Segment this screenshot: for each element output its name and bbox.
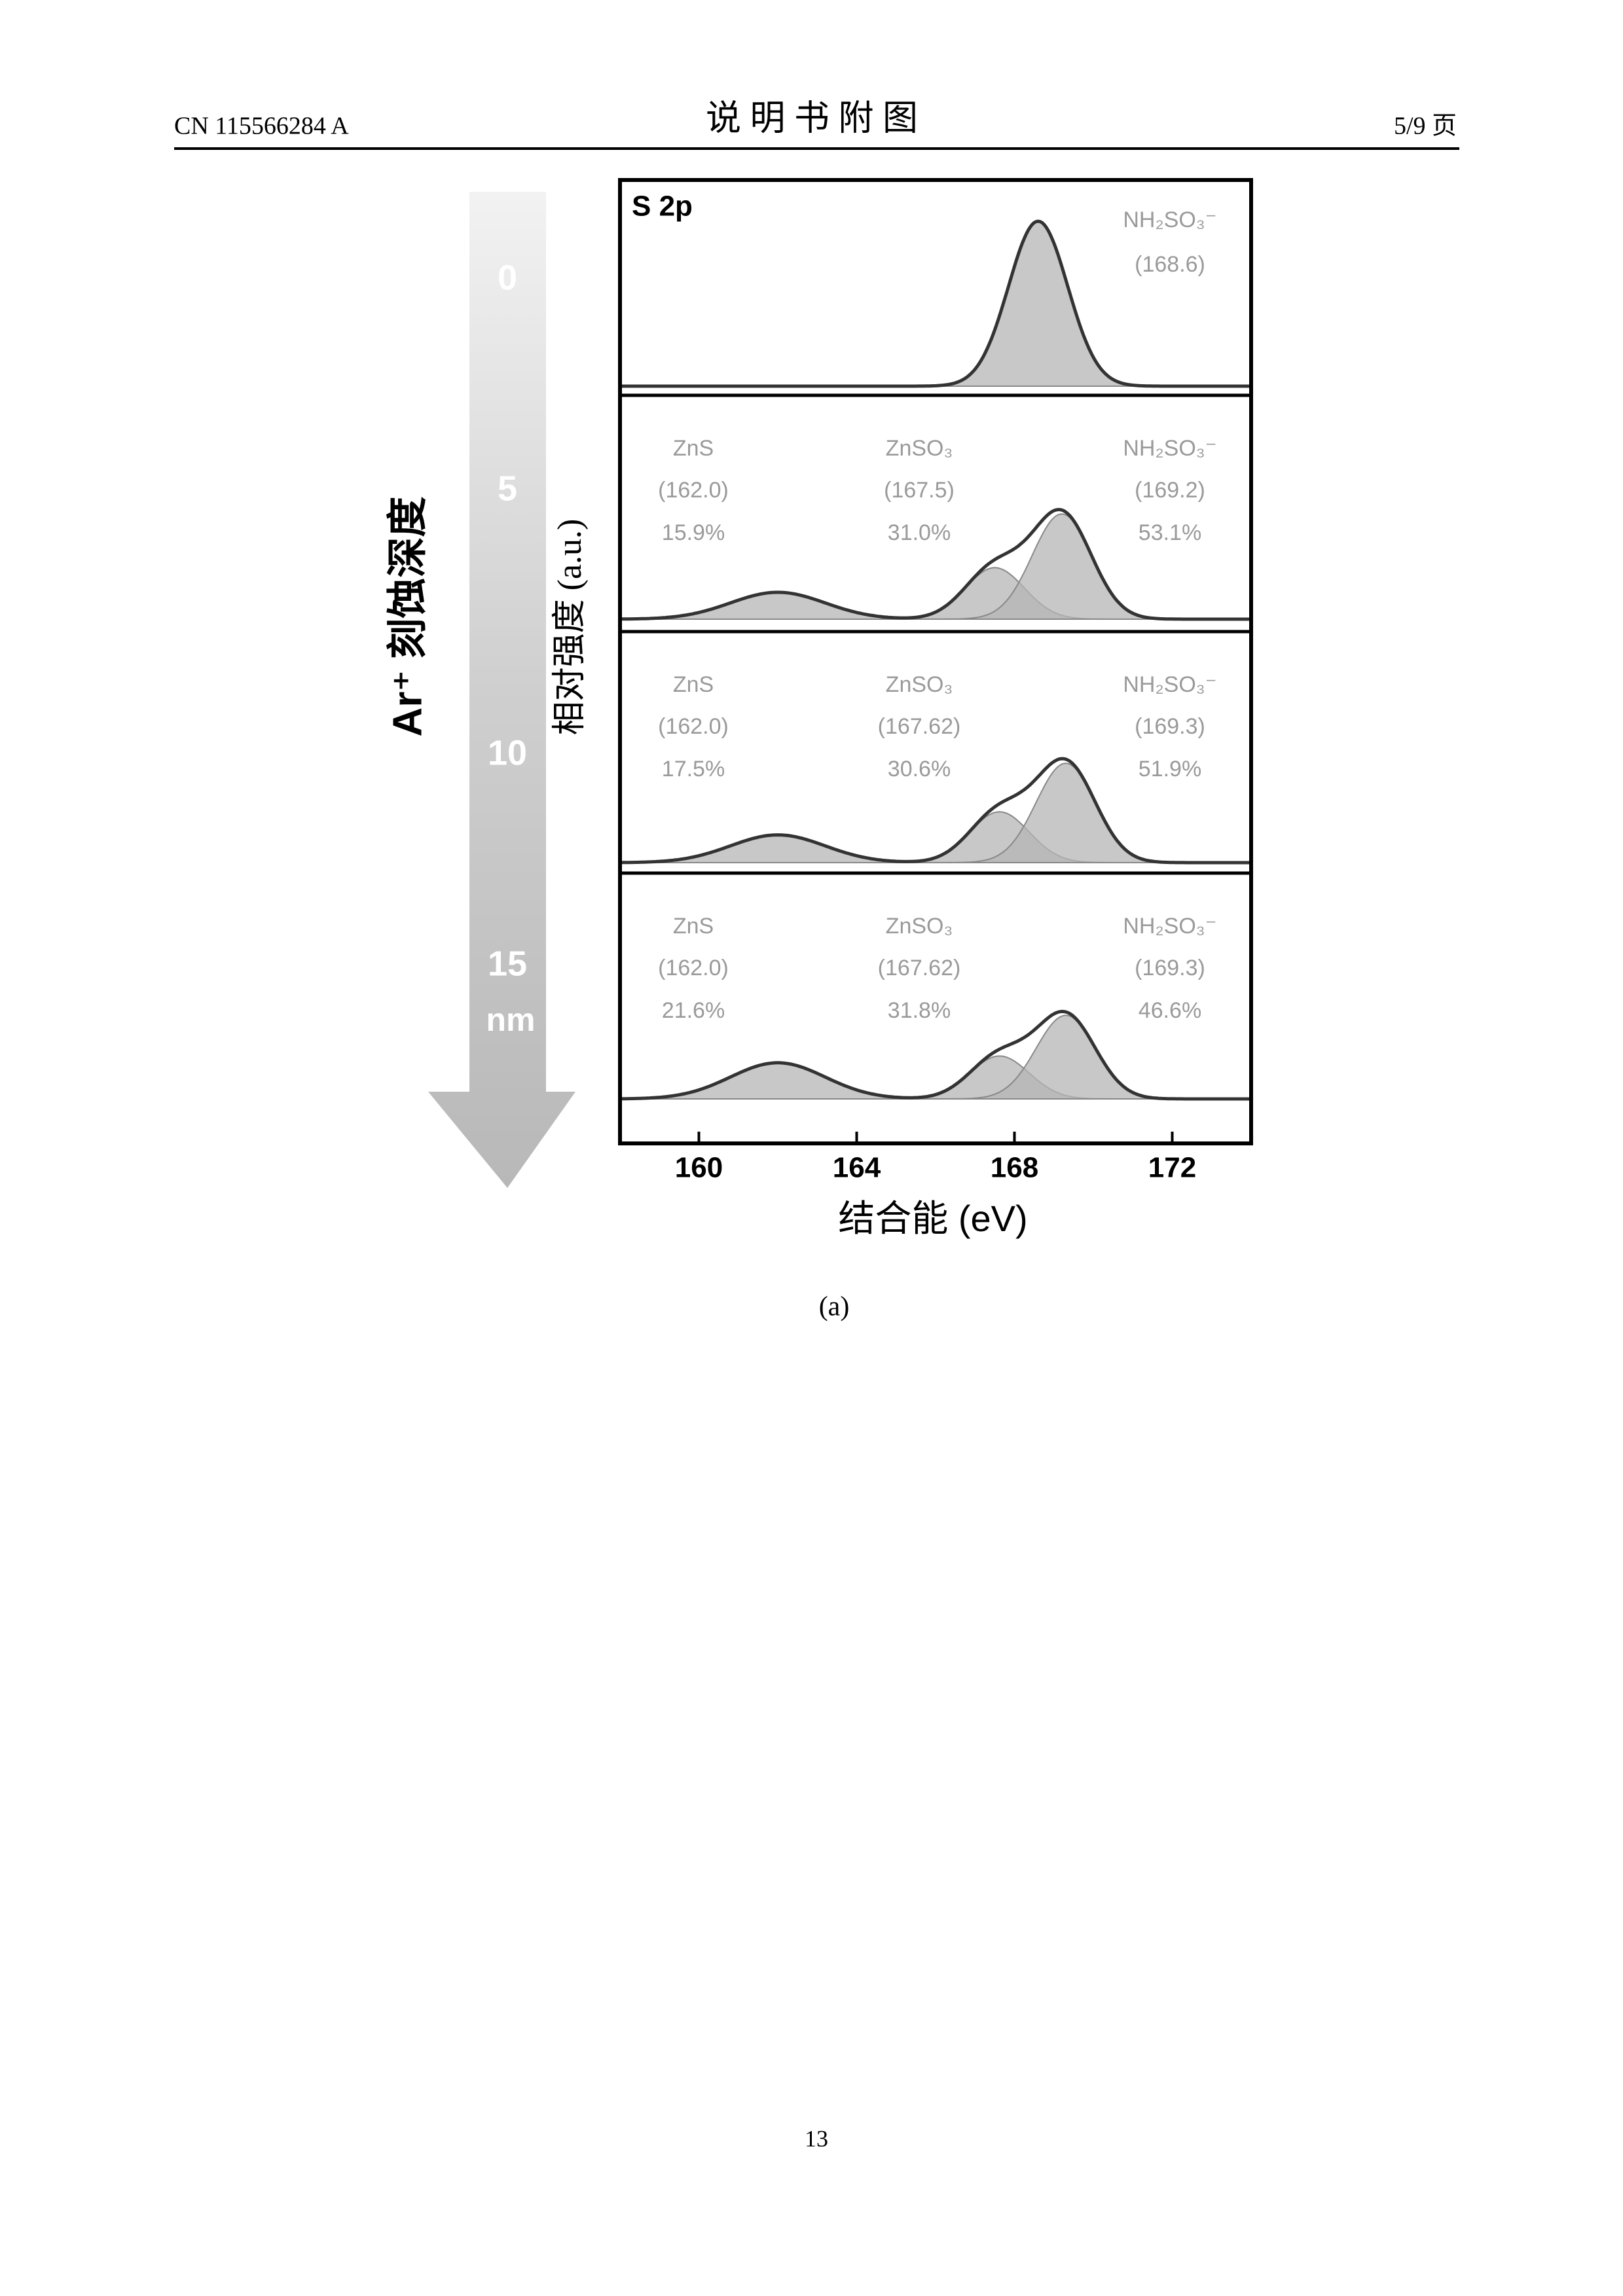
depth-label: Ar⁺ 刻蚀深度 bbox=[385, 497, 430, 737]
peak-name: ZnSO₃ bbox=[886, 672, 953, 697]
peak-percent: 31.8% bbox=[888, 998, 951, 1023]
page-number: 13 bbox=[805, 2125, 828, 2151]
peak-name: NH₂SO₃⁻ bbox=[1123, 436, 1216, 461]
peak-component bbox=[620, 220, 1251, 387]
peak-name: ZnS bbox=[673, 914, 714, 939]
peak-center: (169.2) bbox=[1135, 478, 1205, 503]
panel-label: S 2p bbox=[632, 190, 693, 223]
depth-tick-label: 15 bbox=[488, 944, 527, 983]
peak-center: (167.5) bbox=[884, 478, 955, 503]
peak-center: (167.62) bbox=[878, 956, 961, 980]
peak-center: (168.6) bbox=[1135, 252, 1205, 277]
header-title: 说 明 书 附 图 bbox=[706, 98, 918, 137]
peak-center: (167.62) bbox=[878, 714, 961, 739]
peak-percent: 15.9% bbox=[662, 520, 725, 545]
peak-center: (169.3) bbox=[1135, 714, 1205, 739]
peak-center: (169.3) bbox=[1135, 956, 1205, 980]
depth-tick-label: 5 bbox=[498, 469, 517, 508]
peak-name: ZnSO₃ bbox=[886, 914, 953, 939]
y-label: 相对强度 (a.u.) bbox=[551, 519, 589, 736]
plot-frame bbox=[618, 178, 1253, 1145]
peak-percent: 53.1% bbox=[1139, 520, 1201, 545]
peak-percent: 46.6% bbox=[1139, 998, 1201, 1023]
header-right: 5/9 页 bbox=[1394, 113, 1457, 140]
x-tick-label: 164 bbox=[833, 1152, 881, 1184]
peak-percent: 51.9% bbox=[1139, 757, 1201, 781]
fit-envelope bbox=[620, 219, 1251, 388]
depth-tick-label: 10 bbox=[488, 733, 527, 772]
peak-center: (162.0) bbox=[658, 956, 729, 980]
header-left: CN 115566284 A bbox=[174, 113, 349, 140]
peak-name: ZnS bbox=[673, 436, 714, 461]
figure: NH₂SO₃⁻ (168.6) ZnS (162.0) 15.9% ZnSO₃ (167.5… bbox=[618, 178, 1253, 1184]
peak-name: NH₂SO₃⁻ bbox=[1123, 672, 1216, 697]
peak-percent: 21.6% bbox=[662, 998, 725, 1023]
peak-center: (162.0) bbox=[658, 478, 729, 503]
figure-caption: (a) bbox=[819, 1292, 850, 1322]
fit-envelope bbox=[620, 1009, 1251, 1101]
peak-name: NH₂SO₃⁻ bbox=[1123, 207, 1216, 232]
peak-percent: 17.5% bbox=[662, 757, 725, 781]
depth-arrow bbox=[428, 192, 575, 1188]
x-tick-label: 168 bbox=[991, 1152, 1038, 1184]
peak-percent: 30.6% bbox=[888, 757, 951, 781]
x-tick-label: 172 bbox=[1148, 1152, 1196, 1184]
peak-name: NH₂SO₃⁻ bbox=[1123, 914, 1216, 939]
x-tick-label: 160 bbox=[675, 1152, 723, 1184]
depth-tick-label: 0 bbox=[498, 258, 517, 297]
fit-envelope bbox=[620, 508, 1251, 621]
peak-percent: 31.0% bbox=[888, 520, 951, 545]
depth-unit: nm bbox=[486, 1001, 536, 1038]
x-label: 结合能 (eV) bbox=[838, 1198, 1027, 1239]
peak-name: ZnS bbox=[673, 672, 714, 697]
fit-envelope bbox=[620, 757, 1251, 865]
peak-name: ZnSO₃ bbox=[886, 436, 953, 461]
peak-center: (162.0) bbox=[658, 714, 729, 739]
